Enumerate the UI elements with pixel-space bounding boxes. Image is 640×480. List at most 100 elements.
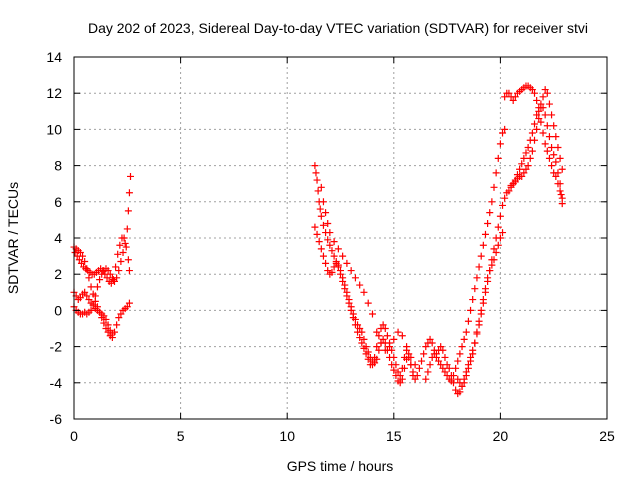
y-axis-label: SDTVAR / TECUs: [5, 182, 21, 294]
data-point: [460, 379, 468, 387]
data-point: [328, 247, 336, 255]
data-point: [475, 263, 483, 271]
data-point: [407, 353, 415, 361]
data-point: [77, 259, 85, 267]
x-tick-label: 0: [70, 428, 78, 444]
data-point: [347, 303, 355, 311]
data-point: [420, 350, 428, 358]
data-point: [334, 245, 342, 253]
data-point: [121, 239, 129, 247]
data-point: [104, 321, 112, 329]
data-point: [486, 209, 494, 217]
data-point: [313, 230, 321, 238]
data-point: [85, 296, 93, 304]
data-point: [550, 122, 558, 130]
data-point: [531, 120, 539, 128]
data-point: [76, 294, 84, 302]
data-point: [418, 357, 426, 365]
data-point: [120, 234, 128, 242]
data-point: [334, 261, 342, 269]
data-point: [398, 332, 406, 340]
data-point: [492, 169, 500, 177]
data-point: [473, 274, 481, 282]
data-point: [326, 241, 334, 249]
data-point: [552, 158, 560, 166]
data-point: [400, 364, 408, 372]
y-tick-label: 12: [46, 85, 62, 101]
data-point: [486, 267, 494, 275]
data-point: [490, 183, 498, 191]
data-point: [381, 346, 389, 354]
data-point: [545, 133, 553, 141]
data-point: [449, 372, 457, 380]
y-tick-label: 0: [54, 302, 62, 318]
data-point: [83, 292, 91, 300]
data-point: [462, 372, 470, 380]
data-point: [437, 361, 445, 369]
data-point: [524, 162, 532, 170]
data-point: [456, 350, 464, 358]
data-point: [103, 274, 111, 282]
data-point: [471, 339, 479, 347]
data-point: [125, 189, 133, 197]
data-point: [552, 133, 560, 141]
data-point: [122, 243, 130, 251]
data-point: [460, 335, 468, 343]
data-point: [548, 111, 556, 119]
data-point: [347, 267, 355, 275]
y-tick-label: 6: [54, 194, 62, 210]
data-point: [326, 229, 334, 237]
y-tick-label: 10: [46, 121, 62, 137]
data-point: [364, 299, 372, 307]
data-point: [528, 147, 536, 155]
data-point: [375, 346, 383, 354]
data-point: [447, 377, 455, 385]
data-point: [87, 283, 95, 291]
data-point: [488, 198, 496, 206]
data-point: [124, 256, 132, 264]
data-point: [390, 366, 398, 374]
data-point: [539, 93, 547, 101]
data-point: [541, 140, 549, 148]
data-point: [541, 86, 549, 94]
data-point: [557, 191, 565, 199]
data-point: [548, 162, 556, 170]
data-point: [550, 169, 558, 177]
data-point: [368, 310, 376, 318]
data-point: [117, 258, 125, 266]
data-point: [484, 220, 492, 228]
y-tick-label: -4: [50, 375, 63, 391]
data-point: [535, 107, 543, 115]
x-tick-label: 25: [599, 428, 615, 444]
data-point: [123, 303, 131, 311]
data-point: [492, 248, 500, 256]
data-point: [516, 165, 524, 173]
data-point: [313, 176, 321, 184]
data-points: [70, 82, 566, 398]
data-point: [91, 292, 99, 300]
y-tick-label: -6: [50, 411, 63, 427]
data-point: [467, 357, 475, 365]
data-point: [330, 263, 338, 271]
data-point: [488, 261, 496, 269]
data-point: [316, 205, 324, 213]
data-point: [349, 310, 357, 318]
data-point: [317, 212, 325, 220]
data-point: [520, 169, 528, 177]
data-point: [528, 129, 536, 137]
data-point: [490, 256, 498, 264]
data-point: [499, 129, 507, 137]
data-point: [375, 332, 383, 340]
data-point: [441, 368, 449, 376]
data-point: [511, 178, 519, 186]
data-point: [409, 368, 417, 376]
data-point: [475, 317, 483, 325]
data-point: [528, 86, 536, 94]
axis-ticks: [73, 56, 608, 420]
data-point: [522, 149, 530, 157]
data-point: [558, 194, 566, 202]
data-point: [541, 111, 549, 119]
data-point: [101, 270, 109, 278]
data-point: [403, 343, 411, 351]
